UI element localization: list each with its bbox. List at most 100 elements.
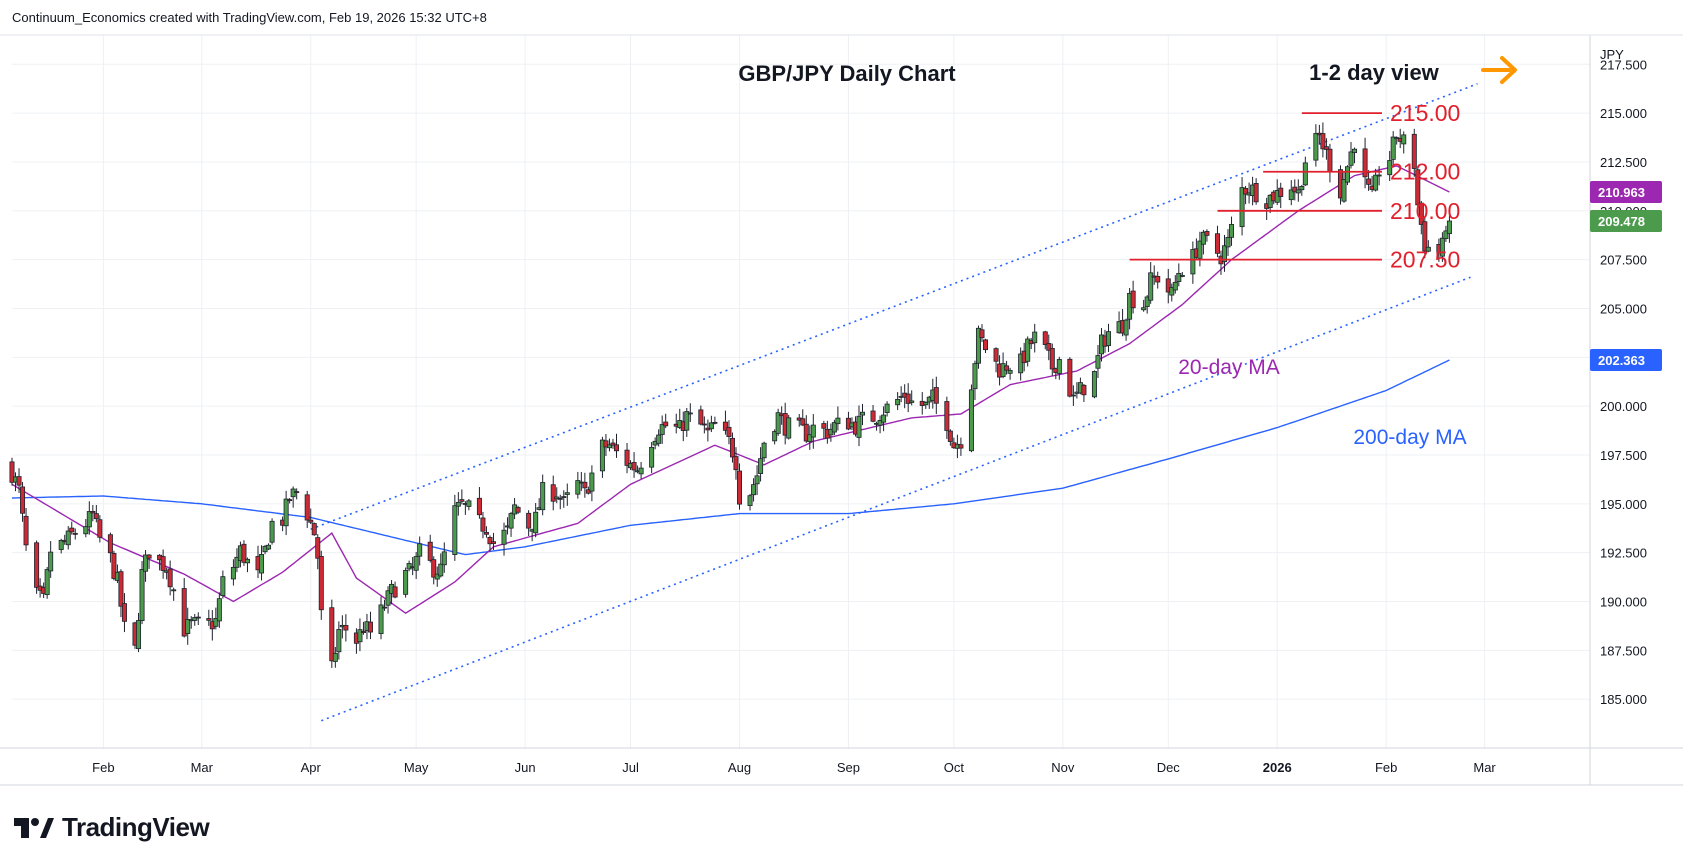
candle-body xyxy=(993,348,999,362)
candle-body xyxy=(557,497,563,500)
candle-body xyxy=(1007,370,1013,374)
candle-body xyxy=(1091,371,1097,398)
chart-frame xyxy=(0,34,1683,786)
candle-body xyxy=(206,618,212,621)
time-tick-label: Mar xyxy=(191,760,214,775)
candle-body xyxy=(181,588,187,637)
candle-body xyxy=(171,589,177,592)
candle-body xyxy=(1095,355,1101,369)
candle-body xyxy=(336,629,342,653)
candle-body xyxy=(121,603,127,622)
candle-body xyxy=(722,421,728,431)
candle-body xyxy=(1229,224,1235,238)
time-tick-label: Oct xyxy=(944,760,965,775)
candle-body xyxy=(708,422,714,430)
candle-body xyxy=(758,458,764,474)
candle-body xyxy=(360,631,366,634)
time-tick-label: Sep xyxy=(837,760,860,775)
candle-body xyxy=(975,327,981,364)
candle-body xyxy=(1323,146,1329,150)
candle-body xyxy=(136,620,142,650)
candle-body xyxy=(726,426,732,437)
candle-body xyxy=(624,449,630,466)
candle-body xyxy=(431,559,437,578)
candle-body xyxy=(1422,221,1428,252)
time-tick-label: Nov xyxy=(1051,760,1075,775)
candle-body xyxy=(308,519,314,523)
candle-body xyxy=(1165,278,1171,293)
candle-body xyxy=(972,363,978,390)
candle-body xyxy=(139,569,145,621)
candle-body xyxy=(736,470,742,505)
candle-body xyxy=(772,431,778,442)
price-tag-label: 209.478 xyxy=(1598,214,1645,229)
candle-body xyxy=(550,484,556,502)
candle-body xyxy=(564,492,570,495)
candle-body xyxy=(90,510,96,514)
time-tick-label: 2026 xyxy=(1263,760,1292,775)
candle-body xyxy=(343,625,349,631)
candle-body xyxy=(357,629,363,643)
candle-body xyxy=(1190,249,1196,275)
candle-body xyxy=(146,554,152,559)
candle-body xyxy=(143,554,149,572)
time-tick-label: Jun xyxy=(515,760,536,775)
candle-body xyxy=(480,517,486,532)
candle-body xyxy=(259,554,265,574)
price-tick-label: 207.500 xyxy=(1600,253,1647,268)
price-chart[interactable]: 215.00 212.00 210.00 207.50 217.500 215.000 2… xyxy=(0,0,1683,800)
candle-body xyxy=(1376,174,1382,177)
price-tick-label: 190.000 xyxy=(1600,594,1647,609)
tradingview-logo[interactable]: TradingView xyxy=(14,812,210,843)
candle-body xyxy=(870,410,876,422)
candle-body xyxy=(1439,237,1445,257)
ma20-label: 20-day MA xyxy=(1178,356,1280,379)
candle-body xyxy=(1418,202,1424,225)
candle-body xyxy=(884,403,890,413)
candle-body xyxy=(23,515,29,546)
price-tick-label: 215.000 xyxy=(1600,106,1647,121)
candle-body xyxy=(659,424,665,435)
candle-body xyxy=(490,541,496,544)
candle-body xyxy=(318,556,324,611)
candle-body xyxy=(1067,358,1073,397)
candle-body xyxy=(831,422,837,433)
time-tick-label: Jul xyxy=(622,760,639,775)
candle-body xyxy=(1387,160,1393,176)
price-axis[interactable]: 217.500215.000212.500210.000207.500205.0… xyxy=(1590,57,1662,707)
candle-body xyxy=(1341,179,1347,202)
candle-body xyxy=(48,551,54,572)
candle-body xyxy=(216,598,222,622)
candle-body xyxy=(1295,189,1301,194)
candle-body xyxy=(1004,365,1010,371)
candle-body xyxy=(382,606,388,609)
candle-body xyxy=(417,543,423,557)
candle-body xyxy=(751,484,757,496)
candle-body xyxy=(1390,136,1396,160)
price-tag xyxy=(1590,180,1662,203)
candle-body xyxy=(58,539,64,550)
candle-body xyxy=(266,544,272,550)
candle-body xyxy=(1049,348,1055,370)
arrow-right-icon xyxy=(1481,56,1517,84)
trend-channel xyxy=(310,83,1478,722)
candle-body xyxy=(434,573,440,580)
price-tag-label: 210.963 xyxy=(1598,185,1645,200)
candle-body xyxy=(269,520,275,543)
time-axis[interactable]: Feb Mar Apr May Jun Jul Aug Sep Oct Nov Dec 2026 Feb… xyxy=(92,760,1496,775)
time-tick-label: Mar xyxy=(1473,760,1496,775)
level-label: 212.00 xyxy=(1390,159,1460,185)
candle-body xyxy=(613,444,619,452)
candle-body xyxy=(810,424,816,438)
brand-name: TradingView xyxy=(62,812,210,842)
candle-body xyxy=(483,532,489,535)
candle-body xyxy=(466,500,472,507)
candle-body xyxy=(800,418,806,426)
ma200-curve xyxy=(11,359,1450,556)
price-tick-label: 212.500 xyxy=(1600,155,1647,170)
candle-body xyxy=(589,472,595,492)
candle-body xyxy=(603,440,609,448)
grid xyxy=(12,35,1590,748)
price-tick-label: 205.000 xyxy=(1600,301,1647,316)
candle-body xyxy=(476,497,482,516)
